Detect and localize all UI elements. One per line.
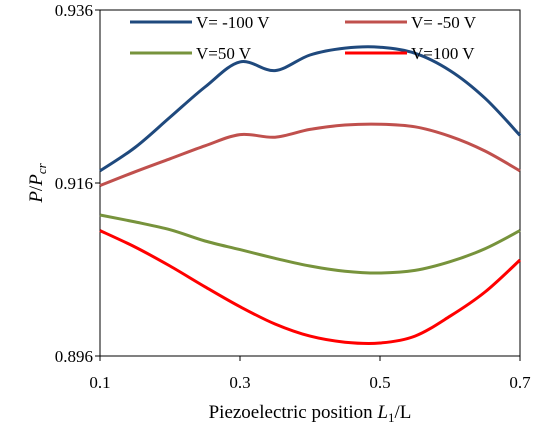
legend-label-4: V=100 V — [411, 44, 475, 63]
y-tick-label: 0.916 — [55, 174, 93, 193]
y-tick-label: 0.936 — [55, 1, 93, 20]
legend-label-3: V=50 V — [196, 44, 252, 63]
x-tick-label: 0.3 — [229, 373, 250, 392]
series-line-3 — [99, 213, 521, 275]
x-tick-label: 0.1 — [89, 373, 110, 392]
x-axis-title: Piezoelectric position L1/L — [209, 402, 412, 425]
y-tick-label: 0.896 — [55, 347, 93, 366]
tick-layer: 0.1 0.3 0.5 0.7 0.896 0.916 0.936 — [55, 1, 531, 392]
series-line-4 — [99, 229, 522, 345]
x-tick-label: 0.7 — [509, 373, 531, 392]
legend-label-1: V= -100 V — [196, 13, 270, 32]
y-axis-title: P/Pcr — [26, 162, 49, 203]
series-line-1 — [99, 45, 522, 173]
legend-label-2: V= -50 V — [411, 13, 477, 32]
legend: V= -100 V V= -50 V V=50 V V=100 V — [130, 13, 477, 63]
series-layer — [99, 45, 522, 345]
series-line-2 — [99, 122, 521, 187]
x-tick-label: 0.5 — [369, 373, 390, 392]
